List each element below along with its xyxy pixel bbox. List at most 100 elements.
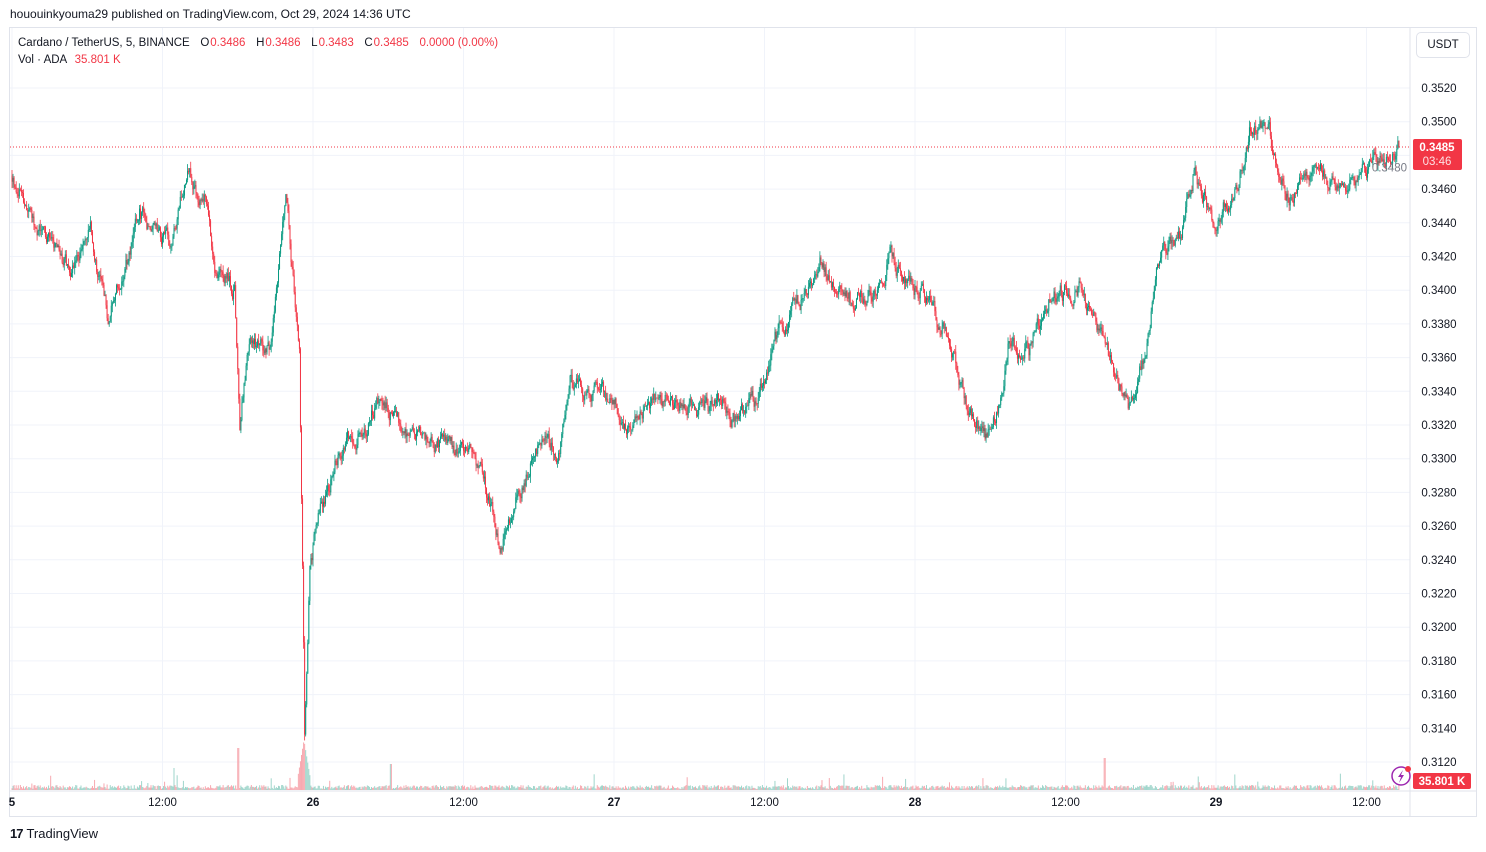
volume-bar — [1327, 785, 1329, 790]
footer[interactable]: 17 TradingView — [10, 826, 98, 841]
volume-bar — [1213, 785, 1215, 790]
volume-bar — [333, 787, 335, 790]
candle — [605, 385, 607, 402]
volume-bar — [80, 785, 82, 790]
candle — [396, 406, 398, 417]
volume-bar — [1341, 786, 1343, 790]
volume-bar — [129, 788, 131, 790]
candle — [1147, 332, 1149, 347]
candle — [683, 397, 685, 410]
candle — [1176, 231, 1178, 240]
volume-bar — [1371, 785, 1373, 790]
candle — [886, 259, 888, 282]
volume-bar — [1259, 788, 1261, 790]
volume-bar — [60, 787, 62, 790]
candle — [125, 253, 127, 273]
volume-bar — [230, 785, 232, 790]
volume-bar — [252, 786, 254, 790]
volume-bar — [1338, 787, 1340, 790]
volume-bar — [796, 786, 798, 790]
candle — [192, 181, 194, 196]
candle — [367, 422, 369, 436]
volume-bar — [1370, 787, 1372, 790]
candle — [408, 432, 410, 442]
volume-bar — [1316, 785, 1318, 790]
current-volume-label: 35.801 K — [1413, 773, 1471, 789]
volume-bar — [512, 785, 514, 790]
candle — [637, 415, 639, 421]
volume-bar — [921, 785, 923, 790]
candle — [1372, 150, 1374, 168]
candle — [240, 417, 242, 434]
volume-bar — [118, 785, 120, 790]
volume-bar — [1302, 787, 1304, 790]
volume-bar — [744, 788, 746, 790]
candle — [1184, 215, 1186, 223]
candle — [1001, 391, 1003, 401]
volume-bar — [577, 788, 579, 790]
candle — [807, 280, 809, 299]
symbol-name[interactable]: Cardano / TetherUS, 5, BINANCE — [18, 37, 190, 49]
volume-bar — [235, 785, 237, 790]
time-axis[interactable]: 5 12:00 26 12:00 27 12:00 28 12:00 29 12:00 — [9, 797, 1381, 809]
volume-bar — [482, 787, 484, 790]
lightning-icon[interactable] — [1391, 766, 1411, 786]
volume-bar — [554, 787, 556, 790]
volume-bar — [779, 786, 781, 790]
volume-bar — [851, 787, 853, 790]
volume-bar — [244, 787, 246, 790]
volume-bar — [372, 787, 374, 790]
candle — [503, 528, 505, 546]
candle — [258, 333, 260, 349]
volume-bar — [1333, 785, 1335, 790]
volume-bar — [749, 786, 751, 790]
price-axis[interactable]: 0.35200.35000.34800.34600.34400.34200.34… — [1372, 83, 1457, 769]
candle — [999, 404, 1001, 409]
volume-bar — [651, 785, 653, 790]
volume-bar — [471, 788, 473, 790]
candle — [226, 268, 228, 286]
volume-bar — [96, 787, 98, 790]
volume-bar — [475, 787, 477, 790]
candle — [1124, 390, 1126, 401]
currency-button[interactable]: USDT — [1416, 32, 1470, 58]
candle — [757, 392, 759, 408]
candle — [466, 446, 468, 452]
candle — [698, 402, 700, 420]
volume-bar — [623, 788, 625, 790]
candle — [830, 276, 832, 291]
candle — [282, 216, 284, 241]
volume-bar — [780, 785, 782, 790]
volume-bar — [229, 786, 231, 790]
volume-label[interactable]: Vol · ADA — [18, 54, 68, 66]
volume-bar — [918, 787, 920, 790]
volume-bar — [149, 787, 151, 790]
volume-bar — [103, 783, 105, 790]
candle — [973, 412, 975, 422]
candle — [684, 404, 686, 411]
volume-bar — [797, 788, 799, 790]
candle — [659, 391, 661, 404]
volume-bar — [344, 788, 346, 790]
volume-bar — [1258, 786, 1260, 790]
volume-bar — [731, 788, 733, 790]
candle — [106, 300, 108, 322]
candle — [738, 410, 740, 422]
candle — [735, 412, 737, 422]
candle — [804, 285, 806, 296]
volume-bar — [835, 788, 837, 790]
chart-pane[interactable] — [9, 27, 1477, 817]
volume-bar — [1181, 785, 1183, 790]
candle — [99, 270, 101, 283]
volume-bar — [1295, 785, 1297, 790]
volume-bar — [665, 788, 667, 790]
candle — [1384, 162, 1386, 170]
candle — [1308, 174, 1310, 187]
candle — [761, 383, 763, 392]
volume-bar — [1187, 787, 1189, 790]
volume-bar — [413, 785, 415, 790]
volume-bar — [669, 788, 671, 790]
candle — [1328, 187, 1330, 192]
candle — [806, 292, 808, 299]
